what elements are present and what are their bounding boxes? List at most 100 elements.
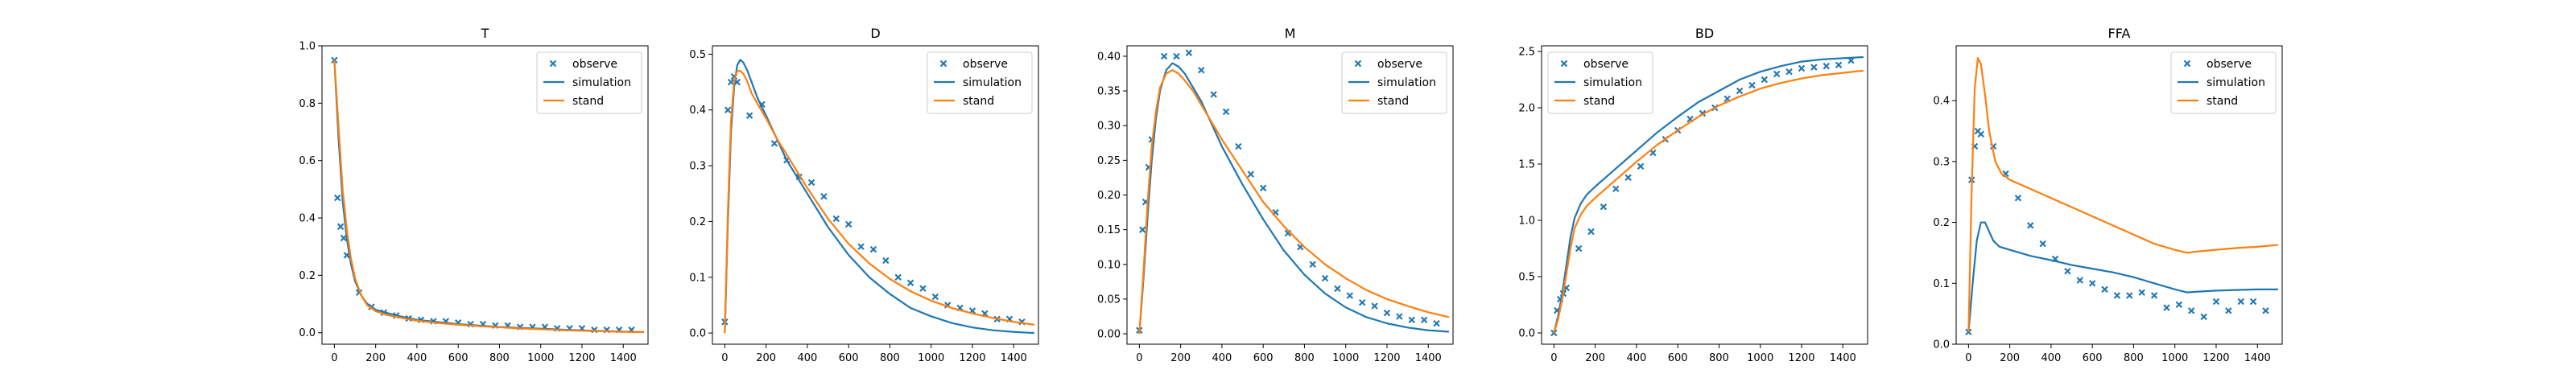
x-tick-label: 200: [756, 352, 776, 364]
y-tick-label: 0.0: [1518, 328, 1535, 340]
data-point-observe: [1550, 329, 1558, 337]
data-point-observe: [1346, 292, 1354, 299]
legend-label-stand: stand: [1583, 95, 1615, 108]
x-tick-label: 600: [1668, 352, 1688, 364]
y-tick-label: 0.2: [689, 216, 706, 228]
x-tick-label: 400: [797, 352, 817, 364]
legend-marker-observe: [2183, 60, 2191, 68]
series-line-simulation: [1967, 221, 2278, 332]
data-point-observe: [2237, 298, 2244, 306]
x-tick-label: 1000: [527, 352, 554, 364]
data-point-observe: [820, 193, 828, 200]
x-tick-label: 600: [2083, 352, 2103, 364]
legend-marker-observe: [939, 60, 947, 68]
data-point-observe: [2163, 304, 2170, 311]
legend-label-stand: stand: [572, 95, 604, 108]
data-point-observe: [745, 112, 753, 119]
y-tick-label: 0.00: [1097, 329, 1121, 341]
data-point-observe: [869, 245, 877, 253]
x-tick-label: 1200: [1373, 352, 1400, 364]
chart-title: FFA: [2108, 26, 2131, 41]
y-tick-label: 0.0: [689, 328, 706, 340]
y-tick-label: 0.2: [1933, 217, 1950, 229]
legend-marker-observe: [549, 60, 557, 68]
x-tick-label: 200: [1585, 352, 1605, 364]
y-tick-label: 0.1: [1933, 278, 1950, 290]
data-point-observe: [2076, 277, 2083, 284]
data-point-observe: [1600, 203, 1608, 211]
data-point-observe: [331, 56, 338, 64]
y-tick-label: 0.05: [1097, 294, 1121, 306]
series-line-stand: [333, 60, 644, 334]
data-point-observe: [2212, 298, 2220, 306]
data-point-observe: [1371, 302, 1378, 310]
data-point-observe: [1235, 142, 1242, 150]
series-line-stand: [1138, 69, 1450, 335]
data-point-observe: [906, 279, 914, 286]
y-tick-label: 0.40: [1097, 51, 1121, 63]
x-tick-label: 400: [1626, 352, 1646, 364]
legend: observe simulation stand: [927, 51, 1033, 114]
x-tick-label: 1400: [610, 352, 637, 364]
x-tick-label: 0: [1965, 352, 1971, 364]
data-point-observe: [2039, 240, 2046, 248]
data-point-observe: [1773, 70, 1781, 78]
data-point-observe: [724, 106, 732, 113]
data-point-observe: [1185, 49, 1193, 56]
data-point-observe: [340, 234, 348, 242]
data-point-observe: [2126, 292, 2133, 299]
legend-label-stand: stand: [2207, 95, 2238, 108]
x-tick-label: 1200: [1788, 352, 1814, 364]
chart-panel-ffa: FFA 0 200 400 600 800 1000 1200 1400 0.0 0.1 0.2 0.3…: [1933, 26, 2283, 364]
chart-title: M: [1285, 26, 1296, 41]
x-tick-label: 400: [1212, 352, 1232, 364]
data-point-observe: [2225, 307, 2232, 314]
data-point-observe: [2064, 267, 2071, 275]
x-tick-label: 1400: [2244, 352, 2271, 364]
y-tick-label: 0.35: [1097, 86, 1121, 98]
data-point-observe: [1247, 170, 1254, 178]
series-line-stand: [724, 70, 1035, 334]
legend: observe simulation stand: [1547, 51, 1653, 114]
x-tick-label: 1400: [1830, 352, 1856, 364]
series-line-stand: [1967, 57, 2278, 332]
data-point-observe: [931, 293, 939, 301]
data-point-observe: [770, 140, 778, 147]
y-tick-label: 2.0: [1518, 103, 1535, 115]
data-point-observe: [1359, 299, 1366, 306]
legend-label-observe: observe: [2207, 58, 2252, 71]
data-point-observe: [1334, 285, 1341, 293]
data-point-observe: [2088, 280, 2096, 287]
legend-label-stand: stand: [1377, 95, 1409, 108]
series-line-simulation: [1553, 55, 1864, 334]
x-tick-label: 600: [839, 352, 859, 364]
data-point-observe: [1173, 52, 1180, 60]
legend: observe simulation stand: [2170, 51, 2277, 114]
x-tick-label: 200: [2000, 352, 2020, 364]
data-point-observe: [832, 215, 840, 223]
data-point-observe: [727, 78, 735, 86]
series-line-simulation: [724, 59, 1034, 335]
data-point-observe: [894, 273, 902, 281]
y-tick-label: 1.0: [299, 41, 316, 53]
x-tick-label: 1000: [1332, 352, 1359, 364]
data-point-observe: [1823, 63, 1830, 70]
plot-frame: [712, 45, 1039, 345]
data-point-observe: [1396, 313, 1403, 320]
data-point-observe: [1736, 87, 1744, 95]
data-point-observe: [919, 285, 927, 292]
data-point-observe: [2027, 222, 2034, 229]
x-tick-label: 1000: [1747, 352, 1773, 364]
chart-title: D: [870, 26, 880, 41]
chart-title: T: [481, 26, 489, 41]
data-point-observe: [1433, 319, 1440, 327]
legend-label-simulation: simulation: [1377, 76, 1436, 89]
data-point-observe: [1847, 57, 1855, 64]
data-point-observe: [1321, 274, 1329, 282]
plot-frame: [1955, 45, 2283, 345]
data-point-observe: [1977, 130, 1984, 138]
data-point-observe: [1222, 108, 1230, 116]
data-point-observe: [1383, 309, 1391, 317]
data-point-observe: [882, 257, 890, 265]
